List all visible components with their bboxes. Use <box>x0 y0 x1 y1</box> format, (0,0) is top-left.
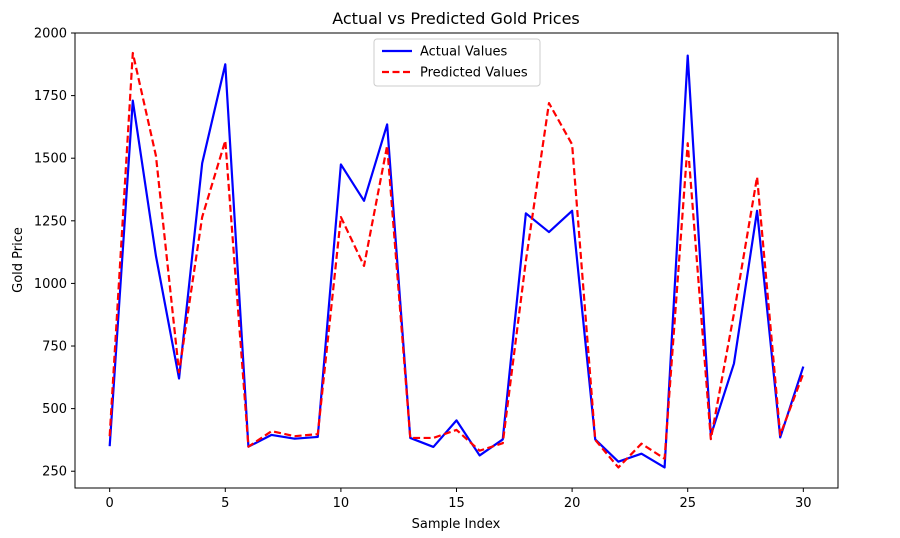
x-tick-label: 30 <box>795 496 812 511</box>
y-axis-title: Gold Price <box>11 227 26 293</box>
series-line-predicted-values <box>108 51 805 469</box>
legend-box <box>373 38 541 87</box>
legend-label: Actual Values <box>420 45 508 60</box>
y-tick-label: 1500 <box>34 152 67 167</box>
y-tick-label: 2000 <box>34 27 67 42</box>
y-tick-label: 750 <box>42 340 67 355</box>
y-tick-label: 500 <box>42 402 67 417</box>
y-tick-label: 1000 <box>34 277 67 292</box>
chart-title: Actual vs Predicted Gold Prices <box>332 9 580 28</box>
x-axis-title: Sample Index <box>412 517 501 532</box>
legend: Actual Values Predicted Values <box>373 38 541 87</box>
legend-label: Predicted Values <box>420 66 528 81</box>
x-tick-label: 15 <box>448 496 465 511</box>
series-line-actual-values <box>108 54 805 469</box>
x-tick-label: 20 <box>564 496 581 511</box>
x-tick-label: 5 <box>221 496 229 511</box>
y-tick-label: 1250 <box>34 214 67 229</box>
y-tick-label: 250 <box>42 465 67 480</box>
y-tick-label: 1750 <box>34 89 67 104</box>
x-tick-label: 25 <box>679 496 696 511</box>
plot-area: 0 5 10 15 20 25 30 250 500 750 1000 1250 1500 1750 200… <box>34 27 839 511</box>
x-tick-label: 10 <box>333 496 350 511</box>
x-tick-label: 0 <box>106 496 114 511</box>
